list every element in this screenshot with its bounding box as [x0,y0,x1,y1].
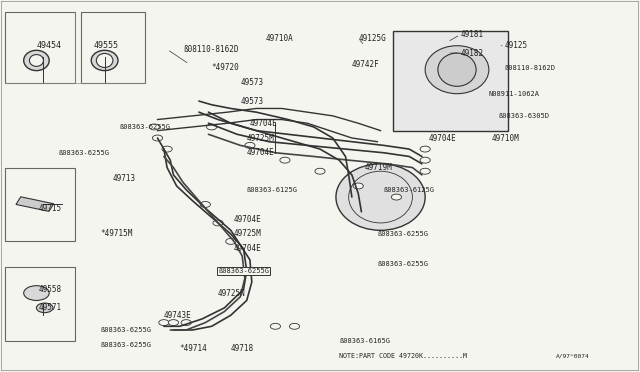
Circle shape [420,157,430,163]
Circle shape [213,220,223,226]
Text: 49725M: 49725M [234,230,262,238]
Text: A/97^0074: A/97^0074 [556,353,589,358]
Ellipse shape [29,55,44,66]
Text: NOTE:PART CODE 49720K..........M: NOTE:PART CODE 49720K..........M [339,353,467,359]
Ellipse shape [425,46,489,94]
Circle shape [152,135,163,141]
Text: 49558: 49558 [38,285,61,294]
Ellipse shape [438,53,476,86]
Circle shape [149,124,159,130]
Text: 49573: 49573 [241,78,264,87]
Text: ß08363-6255G: ß08363-6255G [119,124,170,130]
Circle shape [159,320,169,326]
Text: 49725N: 49725N [218,289,246,298]
Bar [16,197,54,211]
Bar [4,13,75,83]
Circle shape [162,146,172,152]
Text: ß08363-6255G: ß08363-6255G [59,150,109,156]
Text: 49719M: 49719M [365,163,392,172]
Circle shape [289,323,300,329]
Text: 49715: 49715 [38,203,61,213]
Text: 49181: 49181 [460,30,483,39]
Text: ß08110-8162D: ß08110-8162D [183,45,239,54]
Text: Ν08911-1062A: Ν08911-1062A [489,91,540,97]
Text: ß08110-8162D: ß08110-8162D [505,65,556,71]
Text: ß08363-6255G: ß08363-6255G [218,268,269,274]
Text: 49454: 49454 [36,41,61,50]
Text: 49704E: 49704E [234,244,262,253]
Text: *49715M: *49715M [100,230,132,238]
Text: 49743E: 49743E [164,311,191,320]
Circle shape [226,238,236,244]
Circle shape [270,323,280,329]
Circle shape [315,168,325,174]
Text: *49714: *49714 [180,344,207,353]
Text: ß08363-6165G: ß08363-6165G [339,338,390,344]
Text: 49573: 49573 [241,97,264,106]
Text: 49125G: 49125G [358,34,386,43]
Circle shape [181,320,191,326]
Text: 49182: 49182 [460,49,483,58]
Text: ß08363-6125G: ß08363-6125G [384,187,435,193]
Text: 49704E: 49704E [246,148,275,157]
Circle shape [280,157,290,163]
Ellipse shape [92,50,118,71]
Text: 49555: 49555 [94,41,119,50]
Text: 49125: 49125 [505,41,528,50]
Text: 49571: 49571 [38,303,61,312]
Text: 49704E: 49704E [234,215,262,224]
Text: 49710A: 49710A [266,34,294,43]
Circle shape [207,124,217,130]
Text: 49718: 49718 [231,344,254,353]
Circle shape [36,303,53,312]
Text: *49720: *49720 [212,63,239,72]
Circle shape [392,194,401,200]
Text: ß08363-6255G: ß08363-6255G [100,327,151,333]
Text: 49713: 49713 [113,174,136,183]
Circle shape [200,202,211,208]
Text: 49742F: 49742F [352,60,380,69]
Bar [394,31,508,131]
Text: ß08363-6255G: ß08363-6255G [378,260,428,266]
Ellipse shape [336,164,425,230]
Ellipse shape [97,54,113,67]
Circle shape [245,142,255,148]
Circle shape [420,146,430,152]
Circle shape [420,168,430,174]
Circle shape [168,320,179,326]
Bar [81,13,145,83]
Text: ß08363-6255G: ß08363-6255G [378,231,428,237]
Text: 49704E: 49704E [428,134,456,142]
Ellipse shape [24,50,49,71]
Text: ß08363-6255G: ß08363-6255G [218,268,269,274]
Circle shape [24,286,49,301]
Text: 49710M: 49710M [492,134,520,142]
Bar [4,167,75,241]
Text: 49704E: 49704E [250,119,278,128]
Text: 49725M: 49725M [246,134,275,142]
Circle shape [353,183,364,189]
Bar [4,267,75,341]
Text: ß08363-6125G: ß08363-6125G [246,187,298,193]
Text: ß08363-6305D: ß08363-6305D [499,113,549,119]
Text: ß08363-6255G: ß08363-6255G [100,342,151,348]
